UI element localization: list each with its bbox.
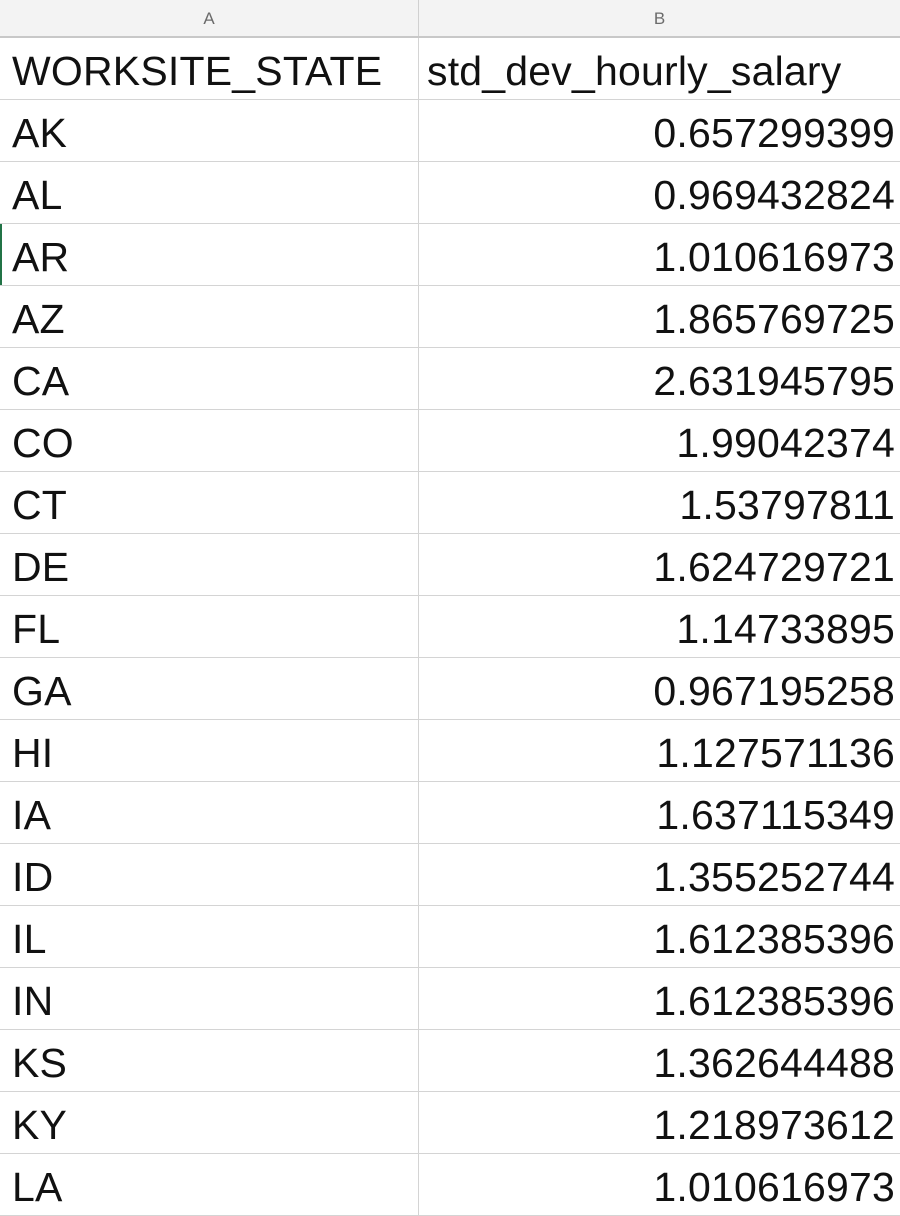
table-row: CA 2.631945795 xyxy=(0,348,900,410)
cell-state[interactable]: AL xyxy=(0,162,419,223)
cell-state[interactable]: CO xyxy=(0,410,419,471)
cell-std-dev[interactable]: 1.637115349 xyxy=(656,792,895,838)
cell-std-dev[interactable]: 1.612385396 xyxy=(653,978,895,1024)
cell-std-dev[interactable]: 1.99042374 xyxy=(676,420,895,466)
table-row: AR 1.010616973 xyxy=(0,224,900,286)
table-row: AZ 1.865769725 xyxy=(0,286,900,348)
table-row: FL 1.14733895 xyxy=(0,596,900,658)
table-row: IL 1.612385396 xyxy=(0,906,900,968)
cell-state[interactable]: LA xyxy=(0,1154,419,1215)
cell-state[interactable]: AZ xyxy=(0,286,419,347)
cell-std-dev[interactable]: 1.14733895 xyxy=(676,606,895,652)
table-row: IA 1.637115349 xyxy=(0,782,900,844)
cell-state[interactable]: AR xyxy=(0,224,419,285)
table-row: AK 0.657299399 xyxy=(0,100,900,162)
cell-std-dev[interactable]: 1.865769725 xyxy=(653,296,895,342)
table-row: ID 1.355252744 xyxy=(0,844,900,906)
cell-state[interactable]: AK xyxy=(0,100,419,161)
cell-std-dev[interactable]: 1.612385396 xyxy=(653,916,895,962)
table-row: CT 1.53797811 xyxy=(0,472,900,534)
cell-state[interactable]: HI xyxy=(0,720,419,781)
cell-state[interactable]: FL xyxy=(0,596,419,657)
cell-a1[interactable]: WORKSITE_STATE xyxy=(0,38,419,99)
cell-state[interactable]: GA xyxy=(0,658,419,719)
table-row: KS 1.362644488 xyxy=(0,1030,900,1092)
table-row: LA 1.010616973 xyxy=(0,1154,900,1216)
cell-std-dev[interactable]: 0.969432824 xyxy=(653,172,895,218)
cell-state[interactable]: IA xyxy=(0,782,419,843)
table-row: CO 1.99042374 xyxy=(0,410,900,472)
cell-grid: WORKSITE_STATE std_dev_hourly_salary AK 0… xyxy=(0,38,900,1216)
column-header-b[interactable]: B xyxy=(653,9,666,28)
table-row: HI 1.127571136 xyxy=(0,720,900,782)
cell-std-dev[interactable]: 0.657299399 xyxy=(653,110,895,156)
cell-state[interactable]: KY xyxy=(0,1092,419,1153)
column-header-a[interactable]: A xyxy=(0,0,419,36)
cell-std-dev[interactable]: 1.355252744 xyxy=(653,854,895,900)
cell-state[interactable]: CT xyxy=(0,472,419,533)
table-row: GA 0.967195258 xyxy=(0,658,900,720)
cell-state[interactable]: DE xyxy=(0,534,419,595)
cell-b1[interactable]: std_dev_hourly_salary xyxy=(427,48,842,94)
cell-state[interactable]: CA xyxy=(0,348,419,409)
column-header-row: A B xyxy=(0,0,900,38)
cell-state[interactable]: IL xyxy=(0,906,419,967)
cell-std-dev[interactable]: 1.010616973 xyxy=(653,1164,895,1210)
cell-std-dev[interactable]: 1.362644488 xyxy=(653,1040,895,1086)
cell-state[interactable]: ID xyxy=(0,844,419,905)
table-row: AL 0.969432824 xyxy=(0,162,900,224)
cell-state[interactable]: KS xyxy=(0,1030,419,1091)
table-row: KY 1.218973612 xyxy=(0,1092,900,1154)
cell-std-dev[interactable]: 1.127571136 xyxy=(656,730,895,776)
table-row: DE 1.624729721 xyxy=(0,534,900,596)
cell-std-dev[interactable]: 1.53797811 xyxy=(679,482,895,528)
cell-std-dev[interactable]: 0.967195258 xyxy=(653,668,895,714)
table-row: IN 1.612385396 xyxy=(0,968,900,1030)
cell-std-dev[interactable]: 1.218973612 xyxy=(653,1102,895,1148)
cell-state[interactable]: IN xyxy=(0,968,419,1029)
cell-std-dev[interactable]: 1.010616973 xyxy=(653,234,895,280)
header-data-row: WORKSITE_STATE std_dev_hourly_salary xyxy=(0,38,900,100)
cell-std-dev[interactable]: 2.631945795 xyxy=(653,358,895,404)
cell-std-dev[interactable]: 1.624729721 xyxy=(653,544,895,590)
